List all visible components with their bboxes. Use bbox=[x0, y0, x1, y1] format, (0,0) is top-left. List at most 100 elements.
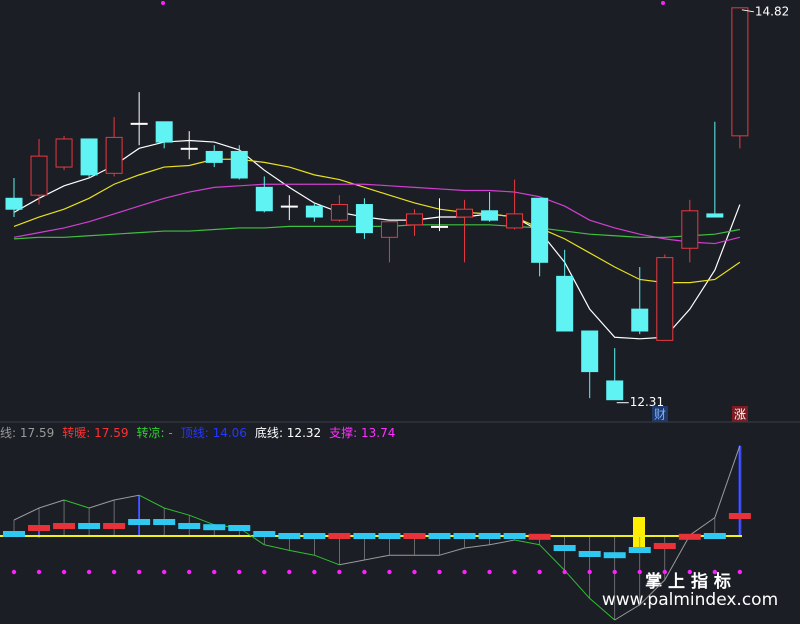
legend-label: 转凉 bbox=[136, 426, 161, 440]
indicator-line bbox=[339, 559, 365, 566]
dot bbox=[237, 569, 242, 575]
candle-body bbox=[80, 138, 98, 176]
dot bbox=[362, 569, 367, 575]
indicator-line bbox=[714, 445, 741, 518]
indicator-line bbox=[364, 554, 390, 561]
block bbox=[528, 533, 551, 540]
dot bbox=[312, 569, 317, 575]
top-dot bbox=[661, 1, 665, 5]
indicator-line bbox=[314, 554, 340, 566]
dot bbox=[512, 569, 517, 575]
legend-value: 14.06 bbox=[212, 426, 247, 440]
dot bbox=[737, 569, 743, 575]
block bbox=[678, 533, 701, 540]
block bbox=[503, 533, 526, 539]
dot bbox=[487, 569, 492, 575]
candle-body bbox=[30, 155, 48, 196]
candle-body bbox=[305, 205, 323, 218]
marker: 财 bbox=[654, 408, 666, 422]
candle-body bbox=[656, 257, 674, 341]
block bbox=[653, 543, 676, 549]
candle-body bbox=[280, 205, 298, 208]
candle-body bbox=[431, 225, 449, 228]
indicator-line bbox=[164, 507, 190, 516]
candle-body bbox=[405, 213, 423, 226]
candle-body bbox=[155, 121, 173, 143]
indicator-line bbox=[464, 544, 490, 549]
block bbox=[153, 519, 176, 525]
candle-body bbox=[355, 204, 373, 234]
legend-value: - bbox=[168, 426, 173, 440]
candle-body bbox=[506, 213, 524, 229]
indicator-line bbox=[689, 517, 716, 536]
candle-body bbox=[180, 147, 198, 150]
block bbox=[428, 533, 451, 539]
dot bbox=[712, 569, 718, 575]
block bbox=[228, 525, 251, 531]
dot bbox=[337, 569, 342, 575]
indicator-line bbox=[439, 547, 465, 556]
legend-label: 线 bbox=[0, 426, 13, 440]
dot bbox=[11, 569, 17, 575]
block bbox=[453, 533, 476, 539]
indicator-line bbox=[489, 539, 515, 546]
watermark: www.palmindex.com bbox=[602, 590, 778, 610]
block bbox=[28, 525, 51, 531]
indicator-line bbox=[138, 494, 165, 509]
candle-body bbox=[531, 197, 549, 263]
block bbox=[78, 523, 101, 529]
candle-body bbox=[205, 150, 223, 163]
block bbox=[203, 524, 226, 531]
block bbox=[278, 533, 301, 539]
dot bbox=[437, 569, 442, 575]
legend-item: 顶线: 14.06 bbox=[180, 426, 247, 440]
dot bbox=[537, 569, 542, 575]
block bbox=[303, 533, 326, 539]
candle-body bbox=[556, 275, 574, 332]
moving-average bbox=[13, 158, 741, 284]
indicator-line bbox=[564, 570, 591, 599]
block bbox=[3, 531, 25, 537]
candle-body bbox=[255, 186, 273, 212]
candle-body bbox=[105, 136, 123, 174]
indicator-line bbox=[289, 549, 315, 556]
legend-item: 支撑: 13.74 bbox=[329, 426, 396, 440]
block bbox=[253, 531, 276, 537]
block bbox=[578, 551, 601, 557]
candle-body bbox=[581, 330, 599, 373]
moving-average bbox=[13, 224, 740, 240]
indicator-line bbox=[664, 534, 691, 581]
indicator-line bbox=[589, 598, 616, 621]
marker: 涨 bbox=[734, 407, 746, 422]
dot bbox=[412, 569, 417, 575]
dot bbox=[287, 569, 292, 575]
block bbox=[403, 533, 426, 539]
candle-body bbox=[330, 204, 348, 221]
indicator-line bbox=[63, 499, 90, 509]
candle-body bbox=[606, 380, 624, 401]
dot bbox=[387, 569, 392, 575]
legend-item: 底线: 12.32 bbox=[254, 426, 322, 440]
candle-body bbox=[130, 122, 148, 125]
candle-body bbox=[681, 210, 699, 249]
block bbox=[478, 533, 501, 539]
marker-bg bbox=[652, 406, 668, 422]
legend-item: 线: 17.59 bbox=[0, 426, 55, 440]
block bbox=[103, 523, 126, 529]
block bbox=[53, 523, 76, 529]
dot bbox=[86, 569, 92, 575]
candle-body bbox=[706, 213, 724, 218]
candle-body bbox=[481, 210, 499, 221]
indicator-line bbox=[13, 507, 40, 521]
dot bbox=[612, 569, 617, 575]
legend-item: 转暖: 17.59 bbox=[62, 426, 129, 440]
moving-average bbox=[13, 139, 741, 340]
indicator-line bbox=[264, 544, 290, 551]
indicator-line bbox=[539, 544, 566, 571]
block bbox=[603, 552, 626, 559]
dot bbox=[136, 569, 142, 575]
dot bbox=[111, 569, 117, 575]
signal-bar bbox=[633, 517, 645, 548]
